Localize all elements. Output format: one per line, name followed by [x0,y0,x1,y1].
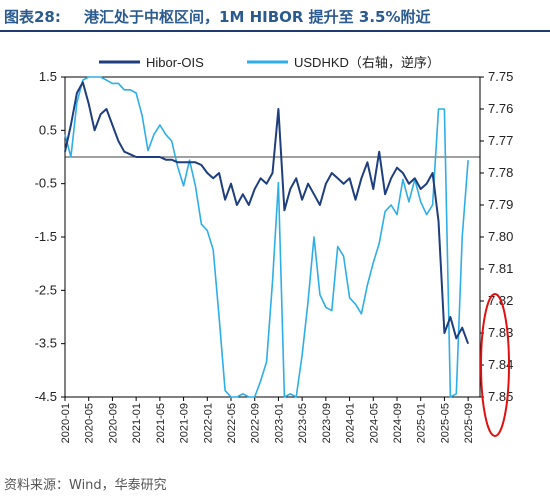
y-right-tick-label: 7.84 [488,357,513,372]
y-right-tick-label: 7.77 [488,133,513,148]
legend-label-usdhkd: USDHKD（右轴，逆序） [294,55,440,70]
figure-label: 图表28: [4,8,61,26]
x-tick-label: 2024-09 [392,403,404,443]
series-line-hibor-ois [64,81,470,345]
source-note: 资料来源：Wind，华泰研究 [4,478,167,493]
x-tick-label: 2024-01 [345,403,357,443]
x-tick-label: 2020-05 [84,403,96,443]
y-left-tick-label: 1.5 [39,69,57,84]
x-tick-label: 2023-05 [297,403,309,443]
x-tick-label: 2024-05 [368,403,380,443]
x-tick-label: 2025-01 [416,403,428,443]
x-tick-label: 2025-09 [463,403,475,443]
x-tick-label: 2020-09 [107,403,119,443]
y-right-tick-label: 7.80 [488,229,513,244]
y-right-tick-label: 7.75 [488,69,513,84]
series-line-usdhkd [64,76,469,398]
x-tick-label: 2023-01 [273,403,285,443]
x-tick-label: 2023-09 [321,403,333,443]
figure-title-bar: 图表28: 港汇处于中枢区间，1M HIBOR 提升至 3.5%附近 [0,0,550,32]
series-layer [64,76,470,398]
x-tick-label: 2020-01 [60,403,72,443]
y-left-tick-label: -2.5 [35,282,57,297]
legend-label-hibor-ois: Hibor-OIS [146,55,204,70]
annotation-ellipse [480,293,510,437]
x-tick-label: 2021-09 [179,403,191,443]
y-left-tick-label: 0.5 [39,122,57,137]
y-right-tick-label: 7.81 [488,261,513,276]
plot-frame [64,76,481,398]
y-left-axis: 1.5 0.5 -0.5 -1.5 -2.5 -3.5 -4.5 [35,69,65,404]
x-tick-label: 2022-05 [226,403,238,443]
y-right-tick-label: 7.76 [488,101,513,116]
legend: Hibor-OIS USDHKD（右轴，逆序） [99,55,440,70]
y-right-tick-label: 7.78 [488,165,513,180]
y-right-tick-label: 7.83 [488,325,513,340]
y-left-tick-label: -3.5 [35,336,57,351]
y-left-tick-label: -4.5 [35,389,57,404]
x-axis: 2020-01 2020-05 2020-09 2021-01 2021-05 2021-… [60,397,475,443]
x-tick-label: 2022-01 [202,403,214,443]
figure-title: 港汇处于中枢区间，1M HIBOR 提升至 3.5%附近 [84,8,431,26]
x-tick-label: 2021-05 [155,403,167,443]
x-tick-label: 2025-05 [439,403,451,443]
x-tick-label: 2021-01 [131,403,143,443]
y-right-tick-label: 7.85 [488,389,513,404]
y-left-tick-label: -1.5 [35,229,57,244]
y-right-tick-label: 7.79 [488,197,513,212]
chart-svg: 1.5 0.5 -0.5 -1.5 -2.5 -3.5 -4.5 7.75 7.76 7.77 7… [35,55,514,443]
x-tick-label: 2022-09 [250,403,262,443]
y-left-tick-label: -0.5 [35,176,57,191]
